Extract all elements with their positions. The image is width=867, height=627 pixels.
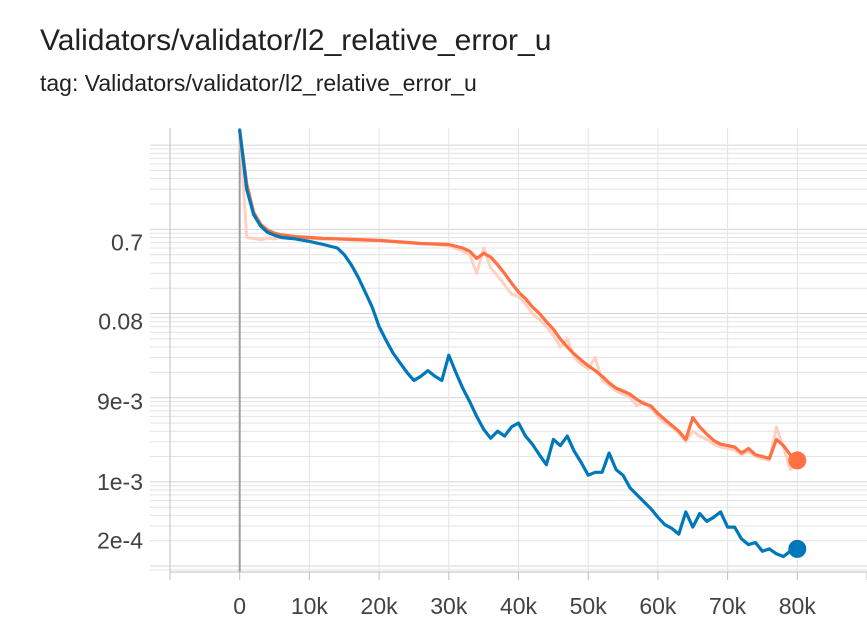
y-tick-label: 0.08 [98, 309, 143, 335]
y-tick-label: 2e-4 [97, 528, 143, 554]
y-tick-label: 1e-3 [97, 469, 143, 495]
axes-layer [169, 128, 867, 580]
chart-subtitle: tag: Validators/validator/l2_relative_er… [40, 70, 477, 96]
grid-layer [150, 128, 867, 572]
markers-layer [788, 451, 807, 558]
x-tick-label: 30k [430, 593, 468, 619]
x-tick-label: 70k [709, 593, 747, 619]
series-layer [238, 128, 799, 559]
x-tick-label: 0 [233, 593, 246, 619]
tick-labels-layer: 0 10k 20k 30k 40k 50k 60k 70k 80k 0.7 0.08 9e-3 1e-3… [97, 229, 816, 619]
x-tick-label: 20k [361, 593, 399, 619]
series-line-1 [238, 128, 799, 559]
x-tick-label: 50k [570, 593, 608, 619]
x-tick-label: 10k [291, 593, 329, 619]
series-line-0 [238, 128, 799, 462]
x-tick-label: 60k [639, 593, 677, 619]
chart-title: Validators/validator/l2_relative_error_u [40, 24, 552, 57]
y-tick-label: 0.7 [111, 229, 143, 255]
x-tick-label: 80k [779, 593, 817, 619]
x-tick-label: 40k [500, 593, 538, 619]
series-endpoint-0 [788, 451, 807, 470]
y-tick-label: 9e-3 [97, 389, 143, 415]
series-endpoint-1 [788, 539, 807, 558]
